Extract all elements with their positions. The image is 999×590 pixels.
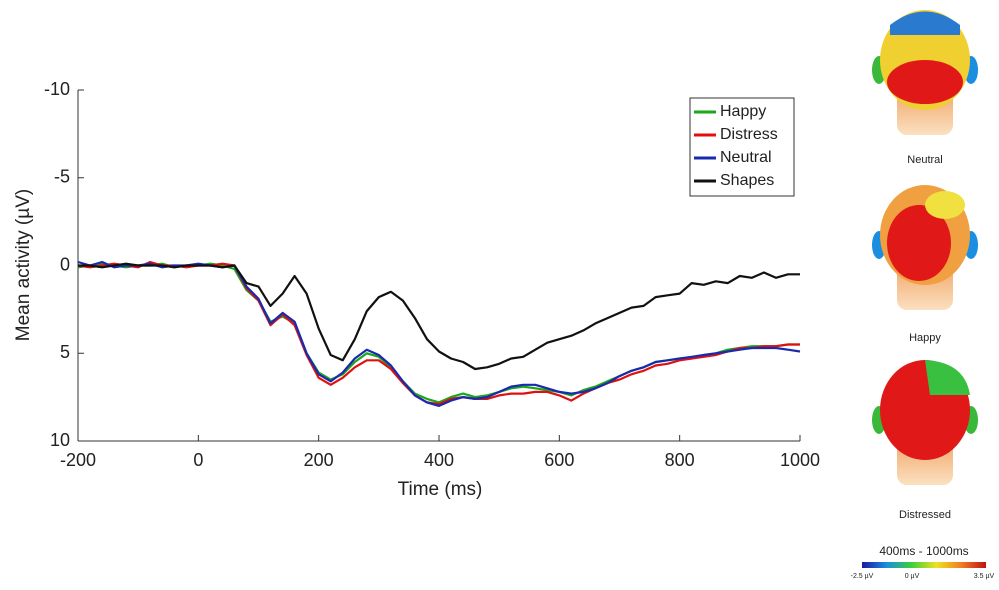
- legend-label: Distress: [720, 126, 778, 143]
- y-tick-label: 10: [50, 430, 70, 450]
- colorbar-label: 0 µV: [905, 573, 920, 580]
- head-neutral: [872, 10, 978, 135]
- legend-label: Neutral: [720, 149, 772, 166]
- data-line: [77, 260, 801, 407]
- topomap-label: Happy: [909, 332, 941, 344]
- colorbar-label: -2.5 µV: [851, 573, 874, 580]
- colorbar-label: 3.5 µV: [974, 573, 995, 580]
- x-tick-label: 600: [544, 450, 574, 470]
- topomap-label: Neutral: [907, 154, 942, 166]
- x-tick-label: 0: [193, 450, 203, 470]
- topomap-label: Distressed: [899, 509, 951, 521]
- head-happy: [872, 185, 978, 310]
- x-tick-label: 800: [665, 450, 695, 470]
- x-tick-label: -200: [60, 450, 96, 470]
- x-axis-label: Time (ms): [398, 479, 483, 500]
- head-distressed: [872, 360, 978, 485]
- x-tick-label: 1000: [780, 450, 820, 470]
- x-tick-label: 200: [304, 450, 334, 470]
- legend-label: Shapes: [720, 172, 774, 189]
- colorbar: [862, 562, 986, 568]
- colorbar-title: 400ms - 1000ms: [879, 544, 968, 558]
- legend-label: Happy: [720, 103, 766, 120]
- x-tick-label: 400: [424, 450, 454, 470]
- y-tick-label: -5: [54, 167, 70, 187]
- y-axis-label: Mean activity (µV): [13, 189, 34, 341]
- topomaps: Neutral Happy Distressed 400ms - 1000ms …: [851, 10, 995, 580]
- y-tick-label: 0: [60, 254, 70, 274]
- data-line: [78, 262, 800, 371]
- y-tick-label: 5: [60, 342, 70, 362]
- y-tick-label: -10: [44, 79, 70, 99]
